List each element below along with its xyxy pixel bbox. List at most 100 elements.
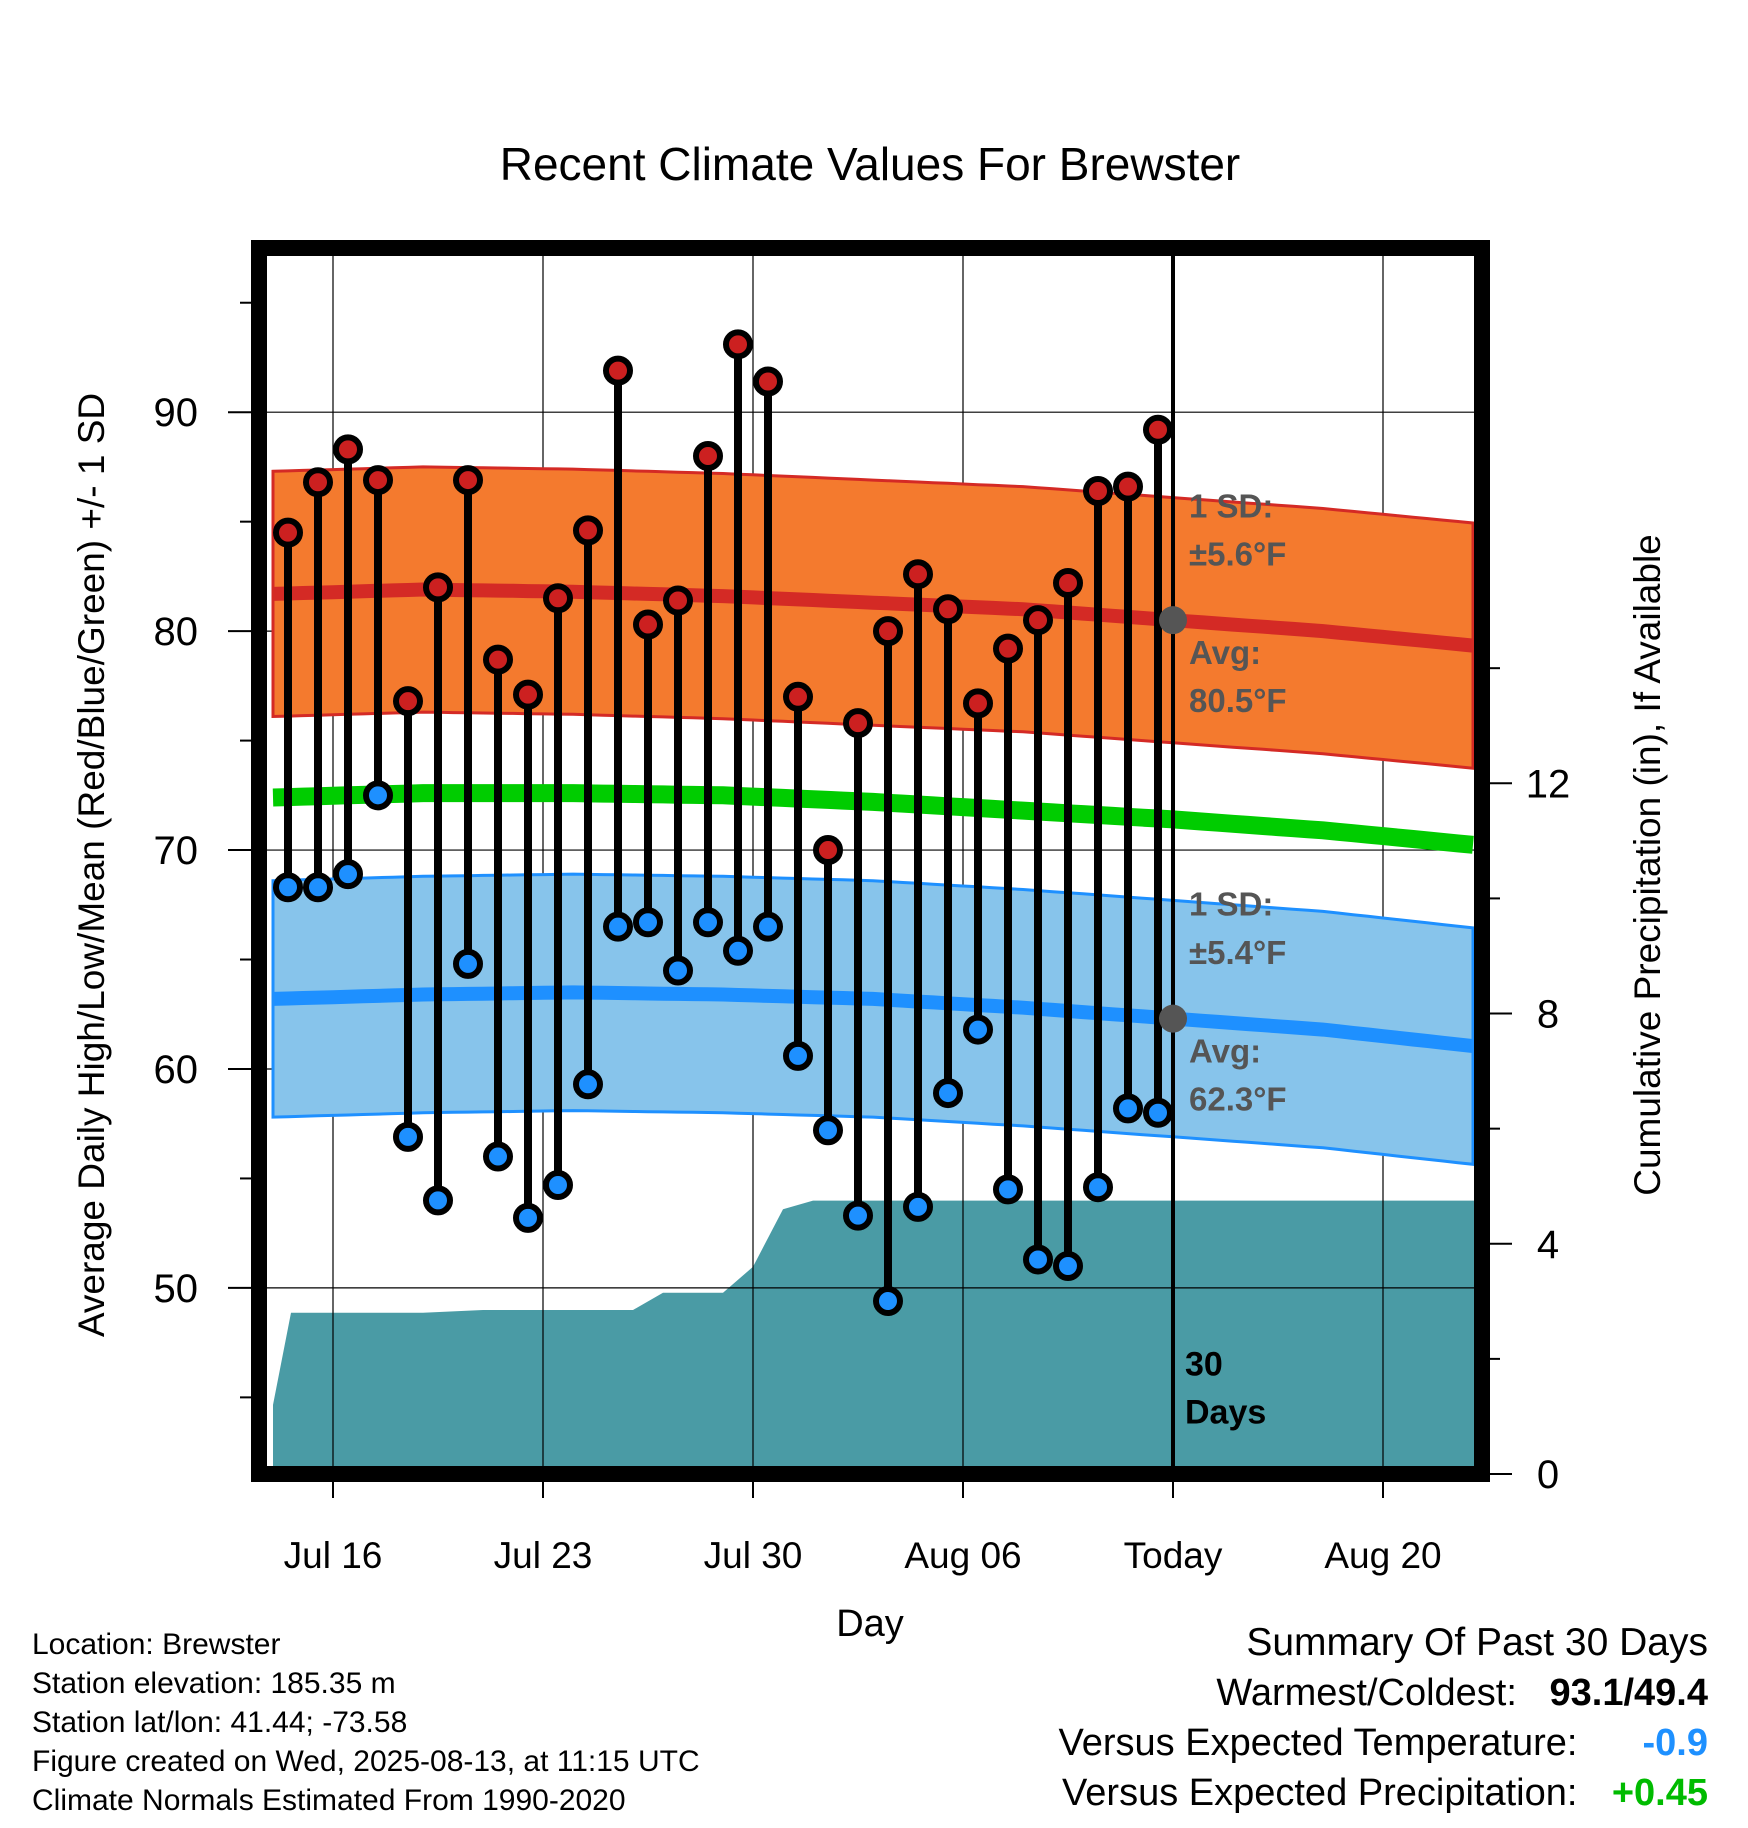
low-point <box>363 780 393 811</box>
latlon-text: Station lat/lon: 41.44; -73.58 <box>32 1706 408 1739</box>
low-point <box>813 1115 843 1146</box>
high-point <box>303 467 333 498</box>
low-point <box>1053 1251 1083 1282</box>
high-point <box>513 679 543 710</box>
high-point <box>663 585 693 616</box>
high-point <box>903 559 933 590</box>
y-tick-label: 70 <box>154 829 199 873</box>
low-point <box>333 859 363 890</box>
y2-tick-label: 0 <box>1537 1453 1559 1497</box>
high-point <box>723 329 753 360</box>
high-point <box>633 609 663 640</box>
precip-departure-label: Versus Expected Precipitation: <box>1062 1772 1578 1814</box>
low-point <box>303 872 333 903</box>
y2-axis-label: Cumulative Precipitation (in), If Availa… <box>1627 534 1668 1196</box>
high-point <box>1023 605 1053 636</box>
high-sd-value: ±5.6°F <box>1189 535 1286 572</box>
x-tick-label: Jul 30 <box>704 1535 803 1576</box>
low-normal-line <box>272 985 1474 1054</box>
x-tick-label: Today <box>1124 1535 1223 1576</box>
high-point <box>1113 471 1143 502</box>
plot-area: 1 SD: ±5.6°F Avg: 80.5°F 1 SD: ±5.4°F Avg: 62.3… <box>154 240 1570 1576</box>
high-sd-label: 1 SD: <box>1189 487 1273 524</box>
low-point <box>873 1286 903 1317</box>
x-tick-label: Jul 23 <box>494 1535 593 1576</box>
y-tick-label: 50 <box>154 1267 199 1311</box>
y-axis-label: Average Daily High/Low/Mean (Red/Blue/Gr… <box>71 393 112 1337</box>
low-point <box>483 1141 513 1172</box>
warmest-coldest-label: Warmest/Coldest: <box>1216 1672 1517 1714</box>
temp-departure-row: Versus Expected Temperature: -0.9 <box>1059 1718 1708 1768</box>
high-point <box>933 594 963 625</box>
high-point <box>1143 414 1173 445</box>
high-point <box>873 616 903 647</box>
high-point <box>753 366 783 397</box>
low-point <box>693 907 723 938</box>
x-tick-label: Aug 20 <box>1324 1535 1441 1576</box>
high-avg-label: Avg: <box>1189 634 1261 671</box>
chart-title: Recent Climate Values For Brewster <box>500 138 1241 190</box>
high-normal-line <box>272 582 1474 653</box>
precip-departure-row: Versus Expected Precipitation: +0.45 <box>1059 1768 1708 1818</box>
high-point <box>363 465 393 496</box>
high-point <box>813 835 843 866</box>
today-low-avg-marker <box>1159 1004 1187 1033</box>
high-point <box>843 708 873 739</box>
low-sd-band <box>271 872 1475 1166</box>
high-point <box>603 355 633 386</box>
low-point <box>453 948 483 979</box>
low-point <box>843 1200 873 1231</box>
warmest-coldest-values: 93.1/49.4 <box>1550 1672 1709 1714</box>
high-avg-value: 80.5°F <box>1189 682 1287 719</box>
low-point <box>573 1069 603 1100</box>
mean-normal-line <box>272 784 1474 854</box>
low-avg-value: 62.3°F <box>1189 1081 1287 1118</box>
created-text: Figure created on Wed, 2025-08-13, at 11… <box>32 1745 700 1778</box>
low-point <box>783 1040 813 1071</box>
location-text: Location: Brewster <box>32 1628 281 1661</box>
high-point <box>1053 567 1083 598</box>
y-tick-label: 80 <box>154 610 199 654</box>
warmest-value: 93.1 <box>1549 1672 1624 1714</box>
high-point <box>693 440 723 471</box>
high-point <box>273 517 303 548</box>
low-point <box>723 935 753 966</box>
normals-text: Climate Normals Estimated From 1990-2020 <box>32 1784 626 1817</box>
high-sd-band <box>271 465 1475 770</box>
high-point <box>483 644 513 675</box>
low-point <box>963 1014 993 1045</box>
high-point <box>993 633 1023 664</box>
high-point <box>453 465 483 496</box>
low-sd-label: 1 SD: <box>1189 886 1273 923</box>
y-tick-label: 60 <box>154 1048 199 1092</box>
y2-tick-label: 4 <box>1537 1223 1559 1267</box>
station-info: Location: Brewster Station elevation: 18… <box>32 1625 700 1820</box>
low-point <box>753 911 783 942</box>
low-point <box>603 911 633 942</box>
x-tick-label: Jul 16 <box>284 1535 383 1576</box>
low-point <box>633 907 663 938</box>
high-point <box>573 515 603 546</box>
low-sd-value: ±5.4°F <box>1189 934 1286 971</box>
low-point <box>393 1121 423 1152</box>
elevation-text: Station elevation: 185.35 m <box>32 1667 396 1700</box>
precip-departure-value: +0.45 <box>1611 1772 1708 1814</box>
temp-departure-value: -0.9 <box>1642 1722 1708 1764</box>
x-axis-label: Day <box>836 1603 904 1645</box>
warmest-coldest-row: Warmest/Coldest: 93.1/49.4 <box>1059 1668 1708 1718</box>
low-point <box>993 1174 1023 1205</box>
today-days-number: 30 <box>1185 1345 1223 1383</box>
low-avg-label: Avg: <box>1189 1032 1261 1069</box>
high-point <box>963 688 993 719</box>
low-point <box>663 955 693 986</box>
low-point <box>933 1078 963 1109</box>
today-high-avg-marker <box>1159 606 1187 635</box>
low-point <box>903 1191 933 1222</box>
high-point <box>423 572 453 603</box>
coldest-value: 49.4 <box>1634 1672 1708 1714</box>
y2-tick-label: 8 <box>1537 993 1559 1037</box>
low-point <box>1113 1093 1143 1124</box>
low-point <box>543 1170 573 1201</box>
high-point <box>333 434 363 465</box>
y-tick-label: 90 <box>154 391 199 435</box>
